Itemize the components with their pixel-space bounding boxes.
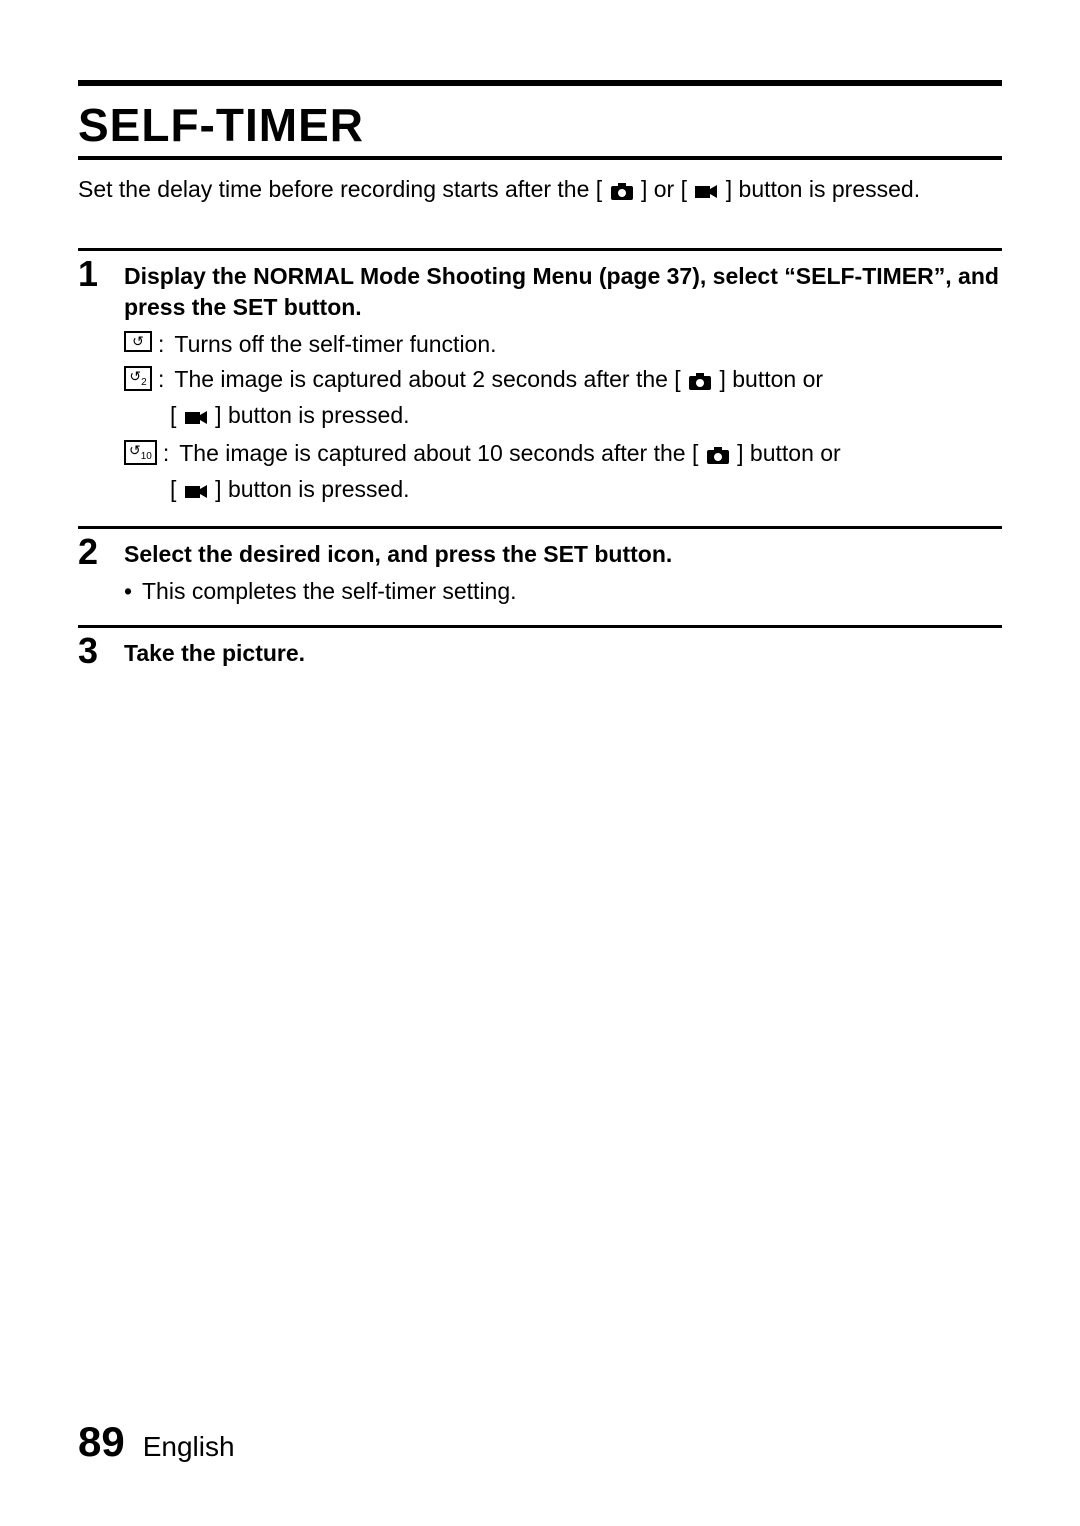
colon: :	[158, 364, 164, 395]
step-separator	[78, 526, 1002, 529]
step-number: 1	[78, 255, 124, 508]
step-separator	[78, 625, 1002, 628]
option-10s: ↺10 : The image is captured about 10 sec…	[124, 438, 1002, 472]
step-body: Select the desired icon, and press the S…	[124, 533, 1002, 607]
heading-underline	[78, 156, 1002, 160]
timer-2s-icon: ↺2	[124, 366, 152, 391]
step-body: Take the picture.	[124, 632, 1002, 675]
page-number: 89	[78, 1418, 125, 1466]
page-footer: 89 English	[78, 1418, 235, 1466]
intro-mid: ] or [	[641, 176, 693, 202]
timer-2s-sub: 2	[141, 377, 147, 388]
step-title: Display the NORMAL Mode Shooting Menu (p…	[124, 261, 1002, 323]
bullet-dot: •	[124, 576, 142, 607]
step-body: Display the NORMAL Mode Shooting Menu (p…	[124, 255, 1002, 508]
video-icon	[185, 403, 207, 434]
option-off: ↺ : Turns off the self-timer function.	[124, 329, 1002, 360]
camera-icon	[689, 367, 711, 398]
manual-page: SELF-TIMER Set the delay time before rec…	[0, 0, 1080, 1526]
step-number: 2	[78, 533, 124, 607]
option-2s: ↺2 : The image is captured about 2 secon…	[124, 364, 1002, 398]
intro-text: Set the delay time before recording star…	[78, 174, 1002, 208]
language-label: English	[143, 1431, 235, 1463]
timer-10s-icon: ↺10	[124, 440, 157, 465]
step-2: 2 Select the desired icon, and press the…	[78, 533, 1002, 607]
step-3: 3 Take the picture.	[78, 632, 1002, 675]
option-10s-cont: [ ] button is pressed.	[124, 474, 1002, 508]
camera-icon	[611, 177, 633, 208]
option-10s-text: The image is captured about 10 seconds a…	[179, 438, 1002, 472]
camera-icon	[707, 441, 729, 472]
option-2s-text: The image is captured about 2 seconds af…	[174, 364, 1002, 398]
timer-off-icon: ↺	[124, 331, 152, 352]
step-title: Take the picture.	[124, 638, 1002, 669]
step-title: Select the desired icon, and press the S…	[124, 539, 1002, 570]
step-bullet: • This completes the self-timer setting.	[124, 576, 1002, 607]
colon: :	[158, 329, 164, 360]
video-icon	[695, 177, 717, 208]
video-icon	[185, 477, 207, 508]
page-heading: SELF-TIMER	[78, 98, 1002, 152]
timer-10s-sub: 10	[141, 451, 152, 462]
intro-part2: ] button is pressed.	[726, 176, 920, 202]
step-separator	[78, 248, 1002, 251]
top-rule	[78, 80, 1002, 86]
step-number: 3	[78, 632, 124, 675]
step-1: 1 Display the NORMAL Mode Shooting Menu …	[78, 255, 1002, 508]
option-off-text: Turns off the self-timer function.	[174, 329, 1002, 360]
option-2s-cont: [ ] button is pressed.	[124, 400, 1002, 434]
intro-part1: Set the delay time before recording star…	[78, 176, 609, 202]
bullet-text: This completes the self-timer setting.	[142, 576, 517, 607]
colon: :	[163, 438, 169, 469]
